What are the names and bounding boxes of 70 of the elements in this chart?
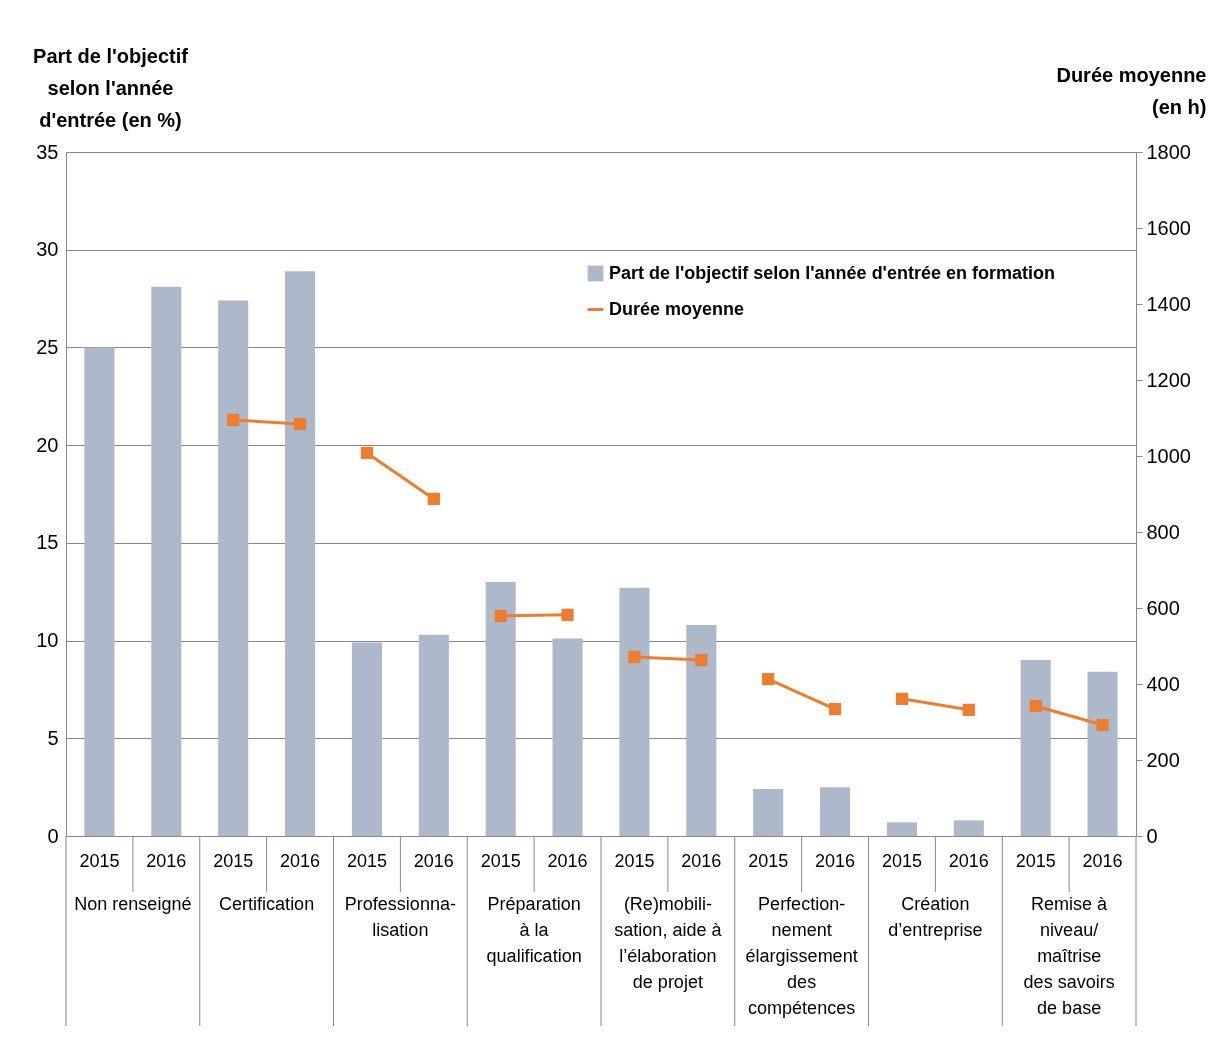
- y2-tick-label: 800: [1146, 520, 1180, 543]
- point: [227, 413, 240, 427]
- legend-label: Durée moyenne: [609, 298, 745, 319]
- point: [561, 608, 574, 621]
- y2-tick-label: 1600: [1146, 216, 1191, 239]
- bar: [285, 271, 316, 836]
- y2-axis-title: Durée moyenne (en h): [1056, 63, 1207, 118]
- bar: [151, 286, 182, 836]
- x-tick-label: 2015: [79, 850, 120, 871]
- y-tick-label: 30: [36, 238, 59, 261]
- y2-tick-label: 1000: [1146, 444, 1191, 467]
- point: [628, 650, 641, 664]
- x-tick-label: 2016: [547, 850, 588, 871]
- y2-tick-label: 1800: [1146, 140, 1191, 163]
- x-tick-label: 2015: [346, 850, 387, 871]
- text: Remise à niveau/ maîtrise des savoirs de base: [1023, 894, 1115, 1018]
- y2-tick-label: 1400: [1146, 292, 1191, 315]
- point: [494, 609, 507, 623]
- text: Création d’entreprise: [888, 894, 983, 940]
- bar: [686, 624, 717, 836]
- y2-tick-label: 0: [1146, 824, 1158, 847]
- bar: [418, 634, 449, 836]
- text: Préparation à la qualification: [486, 894, 582, 966]
- bar: [953, 820, 984, 836]
- y-tick-label: 35: [36, 140, 59, 163]
- x-tick-label: 2016: [948, 850, 989, 871]
- y2-tick-label: 600: [1146, 596, 1180, 619]
- point: [1096, 718, 1109, 732]
- text: (Re)mobili- sation, aide à l’élaboration de projet: [614, 894, 723, 992]
- y-tick-label: 20: [36, 433, 59, 456]
- y-tick-label: 5: [47, 726, 59, 749]
- text: Professionna- lisation: [344, 894, 456, 940]
- y-tick-label: 0: [47, 824, 59, 847]
- x-tick-label: 2016: [1082, 850, 1123, 871]
- point: [293, 417, 307, 431]
- text: Perfection- nement élargissement des compétences: [745, 894, 858, 1018]
- bar: [552, 638, 583, 836]
- legend-label: Part de l'objectif selon l'année d'entrée en formation: [609, 262, 1055, 283]
- bar: [351, 642, 382, 836]
- bar: [1087, 671, 1118, 836]
- text: Non renseigné: [74, 894, 192, 914]
- y-axis-title: Part de l'objectif selon l'année d'entrée (en %): [33, 44, 189, 131]
- bar: [218, 300, 249, 836]
- y-tick-label: 25: [36, 335, 59, 358]
- y2-tick-label: 400: [1146, 672, 1180, 695]
- y-tick-label: 10: [36, 629, 59, 652]
- bar: [84, 347, 115, 836]
- text: Certification: [219, 894, 315, 914]
- x-tick-label: 2016: [146, 850, 187, 871]
- x-tick-label: 2016: [815, 850, 856, 871]
- bar: [485, 581, 516, 836]
- y2-tick-label: 200: [1146, 748, 1180, 771]
- x-tick-label: 2015: [480, 850, 521, 871]
- bar: [1020, 660, 1051, 836]
- x-tick-label: 2015: [1015, 850, 1056, 871]
- point: [1029, 699, 1042, 713]
- y-tick-label: 15: [36, 531, 59, 554]
- bar: [886, 822, 917, 836]
- y2-tick-label: 1200: [1146, 368, 1191, 391]
- x-tick-label: 2015: [881, 850, 922, 871]
- x-tick-label: 2016: [280, 850, 321, 871]
- x-tick-label: 2015: [748, 850, 789, 871]
- bar: [753, 789, 784, 836]
- x-tick-label: 2016: [413, 850, 454, 871]
- bar: [619, 587, 650, 836]
- x-tick-label: 2015: [213, 850, 254, 871]
- x-tick-label: 2015: [614, 850, 655, 871]
- point: [695, 653, 708, 667]
- x-tick-label: 2016: [681, 850, 722, 871]
- bar: [820, 787, 851, 836]
